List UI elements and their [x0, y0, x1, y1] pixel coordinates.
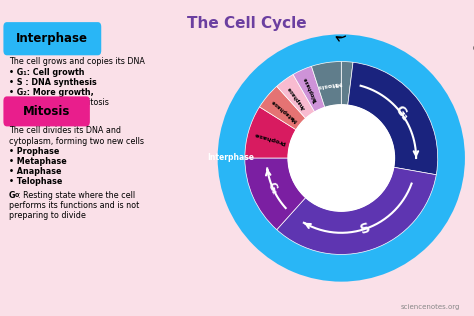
Wedge shape	[218, 34, 465, 282]
Wedge shape	[293, 66, 325, 112]
Wedge shape	[341, 62, 353, 105]
Text: • Telophase: • Telophase	[9, 177, 63, 186]
Text: • G₁: Cell growth: • G₁: Cell growth	[9, 68, 84, 77]
Text: The cell divides its DNA and: The cell divides its DNA and	[9, 126, 121, 135]
Text: Mitosis: Mitosis	[23, 105, 70, 118]
Text: performs its functions and is not: performs its functions and is not	[9, 201, 139, 210]
Text: preparing to divide: preparing to divide	[9, 211, 86, 220]
FancyBboxPatch shape	[3, 22, 101, 55]
Text: preparation for mitosis: preparation for mitosis	[9, 98, 109, 107]
Text: 0: 0	[15, 193, 19, 198]
Text: G₂: G₂	[266, 181, 280, 196]
Text: Telophase: Telophase	[303, 76, 319, 103]
Text: G: G	[9, 191, 16, 200]
Text: The cell grows and copies its DNA: The cell grows and copies its DNA	[9, 57, 145, 66]
Text: : Resting state where the cell: : Resting state where the cell	[18, 191, 135, 200]
Text: cytoplasm, forming two new cells: cytoplasm, forming two new cells	[9, 137, 144, 145]
Text: The Cell Cycle: The Cell Cycle	[187, 16, 306, 31]
Text: • G₂: More growth,: • G₂: More growth,	[9, 88, 94, 97]
Text: sciencenotes.org: sciencenotes.org	[401, 304, 460, 310]
Text: Mitosis: Mitosis	[317, 80, 343, 88]
Text: • Anaphase: • Anaphase	[9, 167, 62, 176]
Wedge shape	[277, 167, 436, 254]
Text: Prophase: Prophase	[253, 131, 286, 144]
Wedge shape	[259, 86, 306, 130]
Wedge shape	[277, 75, 315, 118]
Wedge shape	[245, 158, 306, 230]
Text: • Metaphase: • Metaphase	[9, 157, 67, 166]
Text: Metaphase: Metaphase	[270, 97, 298, 122]
Text: Anaphase: Anaphase	[287, 85, 307, 110]
Text: Interphase: Interphase	[16, 32, 88, 45]
Wedge shape	[311, 62, 341, 107]
Wedge shape	[348, 62, 438, 175]
FancyBboxPatch shape	[3, 96, 90, 126]
Text: S: S	[359, 221, 373, 237]
Circle shape	[288, 105, 394, 211]
Text: • Prophase: • Prophase	[9, 147, 59, 155]
Wedge shape	[245, 107, 296, 158]
Text: Interphase: Interphase	[208, 154, 255, 162]
Text: G₁: G₁	[392, 103, 411, 124]
Text: • S : DNA synthesis: • S : DNA synthesis	[9, 78, 97, 87]
Text: G0: G0	[473, 44, 474, 54]
